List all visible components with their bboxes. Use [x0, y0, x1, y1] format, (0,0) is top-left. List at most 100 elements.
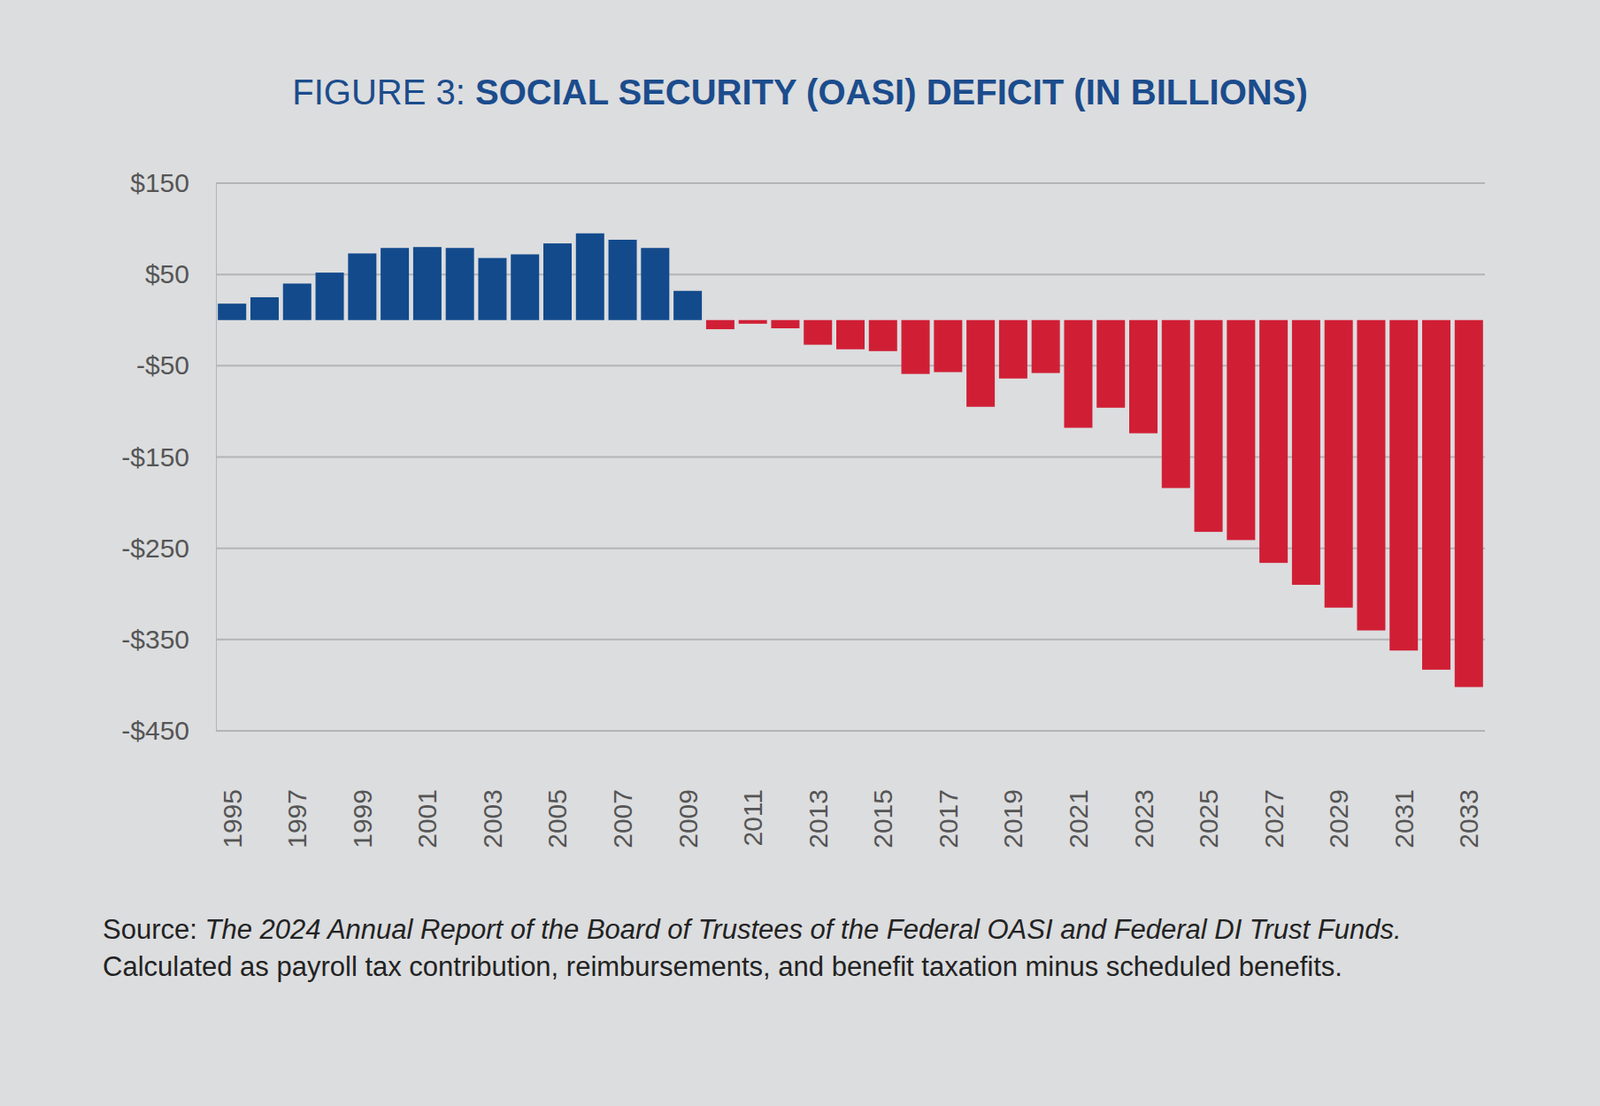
- bar: [283, 283, 312, 320]
- y-tick: -$450: [121, 715, 216, 746]
- x-tick-label: 2003: [477, 789, 508, 849]
- x-tick-label: 2001: [412, 789, 442, 849]
- y-tick: -$50: [136, 350, 216, 380]
- x-tick-label: 1999: [347, 789, 377, 849]
- bar: [347, 253, 377, 320]
- x-tick: 2033: [1453, 785, 1484, 849]
- x-tick: 2015: [868, 785, 898, 849]
- x-tick-label: 1997: [282, 789, 312, 849]
- source-note: Source: The 2024 Annual Report of the Bo…: [102, 911, 1519, 986]
- x-tick-label: 2025: [1193, 789, 1224, 849]
- bar: [217, 303, 247, 321]
- x-tick: 2019: [998, 785, 1028, 849]
- source-title: The 2024 Annual Report of the Board of T…: [204, 914, 1401, 946]
- bar: [999, 320, 1028, 379]
- x-tick: 2021: [1063, 785, 1093, 849]
- bar: [706, 320, 735, 330]
- x-tick: 2005: [542, 785, 572, 849]
- bar: [510, 253, 539, 320]
- x-tick: 1997: [282, 785, 312, 849]
- bar: [250, 297, 279, 321]
- x-tick: 1995: [217, 785, 247, 849]
- bar: [869, 320, 898, 352]
- bar: [477, 258, 507, 321]
- bar: [673, 291, 702, 321]
- x-tick: 2013: [803, 785, 833, 849]
- x-tick-label: 2031: [1389, 789, 1419, 849]
- title: FIGURE 3: SOCIAL SECURITY (OASI) DEFICIT…: [292, 72, 1308, 112]
- bar: [1031, 320, 1061, 374]
- x-tick-label: 2033: [1453, 789, 1484, 849]
- y-tick-label: -$50: [136, 350, 190, 380]
- x-tick-label: 2027: [1259, 789, 1289, 849]
- source-label: Source:: [102, 914, 198, 946]
- x-tick: 2009: [673, 785, 703, 849]
- x-axis: 1995 1997 1999 2001 2003 2005 2007 2009 2011 2013…: [217, 785, 1485, 849]
- bar: [1356, 320, 1385, 631]
- x-tick-label: 2029: [1323, 789, 1354, 849]
- bar: [933, 320, 962, 373]
- bar: [315, 272, 345, 321]
- bar: [1063, 320, 1093, 429]
- y-tick: -$350: [121, 624, 216, 654]
- x-tick: 2001: [412, 785, 442, 849]
- bar: [1129, 320, 1158, 434]
- y-axis: -$450 -$350 -$250 -$150 -$50 $50 $150: [121, 168, 216, 746]
- bar: [608, 239, 638, 321]
- x-tick-label: 2009: [673, 789, 703, 849]
- x-tick-label: 2011: [738, 789, 768, 847]
- bar: [1422, 320, 1451, 670]
- x-tick-label: 2015: [868, 789, 898, 849]
- bar: [966, 320, 995, 408]
- grid-line: [215, 638, 1485, 641]
- grid-line: [215, 182, 1485, 185]
- bars: [217, 233, 1484, 688]
- x-tick: 2023: [1129, 785, 1159, 849]
- y-tick-label: $50: [145, 259, 190, 289]
- x-tick: 2029: [1323, 785, 1354, 849]
- x-tick: 1999: [347, 785, 377, 849]
- x-tick-label: 2021: [1063, 789, 1093, 849]
- y-tick-label: -$350: [121, 624, 190, 654]
- y-tick-label: $150: [130, 168, 190, 198]
- y-tick: -$150: [121, 442, 216, 472]
- bar: [446, 247, 475, 321]
- x-tick-label: 2017: [933, 789, 963, 849]
- bar: [1096, 320, 1125, 408]
- x-tick-label: 1995: [217, 789, 247, 849]
- grid: [215, 183, 1485, 731]
- x-tick: 2011: [738, 785, 768, 847]
- bar: [836, 320, 865, 350]
- bar: [1161, 320, 1191, 489]
- bar: [543, 243, 572, 321]
- x-tick: 2031: [1389, 785, 1419, 849]
- x-tick: 2003: [477, 785, 508, 849]
- bar: [380, 247, 409, 321]
- bar: [803, 320, 832, 346]
- y-tick: -$250: [121, 533, 216, 563]
- bar: [1454, 320, 1484, 688]
- y-tick: $50: [145, 259, 216, 289]
- x-tick: 2007: [607, 785, 638, 849]
- bar: [901, 320, 931, 375]
- x-tick-label: 2005: [542, 789, 572, 849]
- x-tick-label: 2013: [803, 789, 833, 849]
- y-tick: $150: [130, 168, 216, 198]
- x-tick: 2025: [1193, 785, 1224, 849]
- x-tick-label: 2023: [1129, 789, 1159, 849]
- x-tick: 2017: [933, 785, 963, 849]
- x-tick: 2027: [1259, 785, 1289, 849]
- bar: [576, 233, 605, 321]
- bar: [1259, 320, 1288, 563]
- x-tick-label: 2019: [998, 789, 1028, 849]
- y-tick-label: -$150: [121, 442, 190, 472]
- bar: [770, 320, 800, 329]
- bar: [1324, 320, 1354, 608]
- bar: [1194, 320, 1224, 532]
- grid-line: [215, 730, 1485, 732]
- bar: [640, 247, 670, 321]
- bar: [1389, 320, 1418, 651]
- bar: [1292, 320, 1321, 585]
- x-tick-label: 2007: [607, 789, 638, 849]
- y-axis-line: [215, 184, 217, 732]
